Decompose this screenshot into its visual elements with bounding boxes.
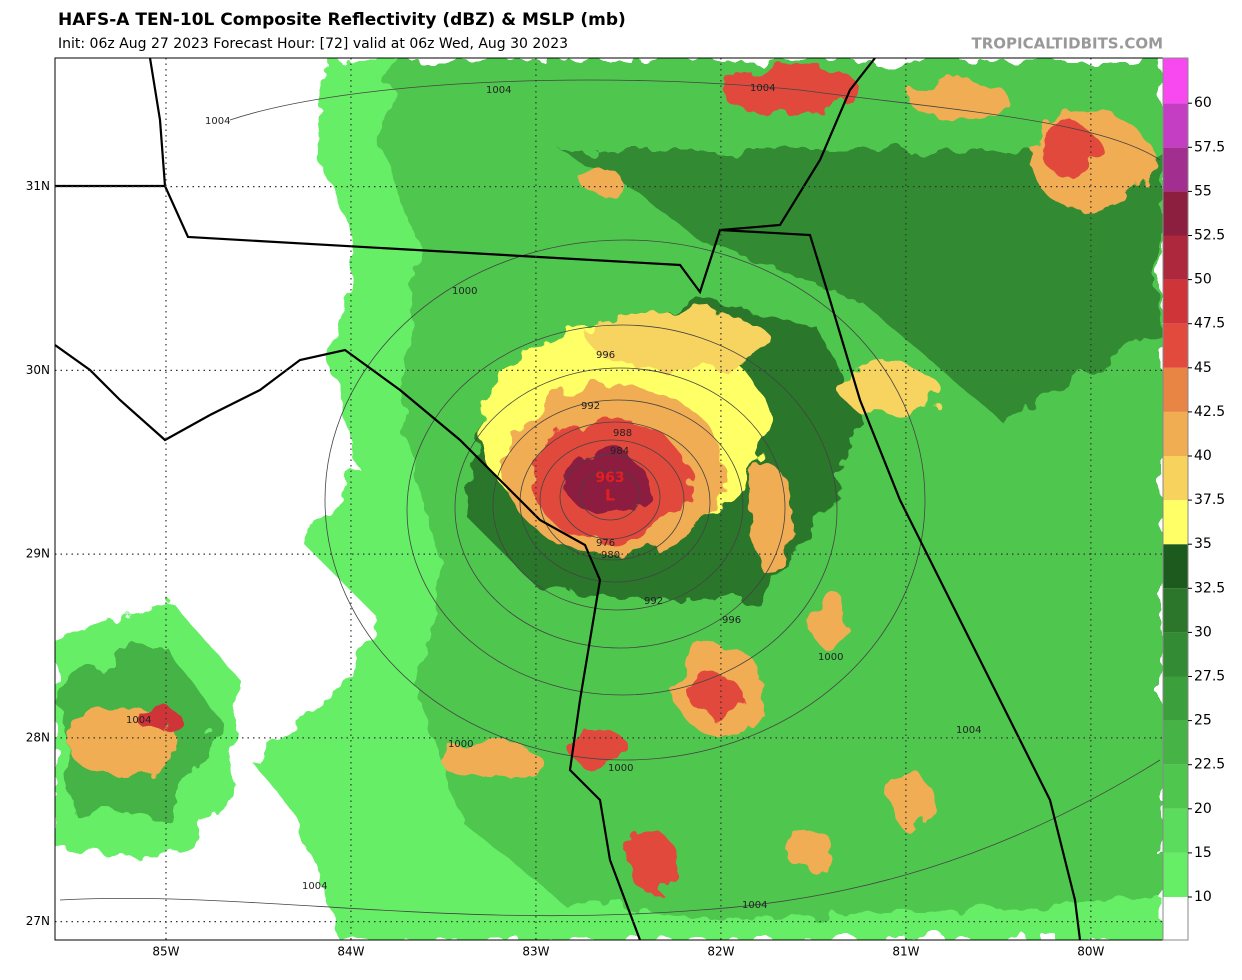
colorbar-label: 60 [1194,95,1212,111]
isobar-label: 976 [596,538,615,549]
isobar-label: 1004 [956,725,981,736]
colorbar-label: 55 [1194,183,1212,199]
graticule [55,58,1163,940]
lat-label: 30N [26,363,50,377]
isobar-label: 996 [596,350,615,361]
colorbar-label: 10 [1194,889,1212,905]
colorbar-segment [1163,808,1188,853]
colorbar-label: 37.5 [1194,492,1225,508]
isobar-label: 996 [722,615,741,626]
colorbar-segment [1163,588,1188,633]
isobar-label: 1004 [126,715,151,726]
colorbar-label: 20 [1194,801,1212,817]
colorbar-label: 27.5 [1194,669,1225,685]
isobar-label: 1000 [608,763,633,774]
isobar-label: 1004 [302,881,327,892]
colorbar-label: 40 [1194,448,1212,464]
colorbar-segment [1163,147,1188,192]
isobar-label: 1004 [750,83,775,94]
colorbar-segment [1163,235,1188,280]
isobar-labels: 1004 1004 1004 1000 996 992 988 984 976 … [126,83,981,911]
lon-label: 85W [152,945,179,959]
isobar-label: 1004 [742,900,767,911]
colorbar-segment [1163,367,1188,412]
colorbar-label: 32.5 [1194,580,1225,596]
colorbar-label: 25 [1194,713,1212,729]
colorbar-label: 45 [1194,360,1212,376]
colorbar-frame [1162,57,1189,941]
map [55,58,1163,940]
source: TROPICALTIDBITS.COM [972,35,1164,53]
isobar-label: 1000 [448,739,473,750]
colorbar-segment [1163,279,1188,324]
colorbar-segment [1163,852,1188,897]
coastline [55,58,1082,940]
lon-label: 81W [892,945,919,959]
colorbar-label: 42.5 [1194,404,1225,420]
lon-label: 80W [1077,945,1104,959]
isobar-label: 984 [610,446,629,457]
colorbar-segment [1163,500,1188,545]
colorbar-label: 57.5 [1194,139,1225,155]
colorbar-segment [1163,676,1188,721]
center-pressure: 963 [595,470,624,486]
isobars [59,79,1161,917]
title: HAFS-A TEN-10L Composite Reflectivity (d… [58,10,626,30]
radar [55,60,1163,940]
colorbar-segment [1163,191,1188,236]
colorbar-segment [1163,411,1188,456]
subtitle: Init: 06z Aug 27 2023 Forecast Hour: [72… [58,36,568,52]
colorbar-segment [1163,323,1188,368]
isobar-label: 988 [613,428,632,439]
colorbar-label: 15 [1194,845,1212,861]
isobar-label: 992 [581,401,600,412]
low-marker: L [605,486,615,505]
colorbar-segment [1163,632,1188,677]
isobar-label: 992 [644,596,663,607]
colorbar-label: 35 [1194,536,1212,552]
colorbar-segment [1163,456,1188,501]
colorbar: 10 15 20 22.5 25 27.5 30 32.5 35 37.5 40 42.5 45 47.5… [1162,57,1225,941]
lat-label: 28N [26,730,50,744]
lon-label: 82W [707,945,734,959]
colorbar-label: 22.5 [1194,757,1225,773]
colorbar-label: 50 [1194,272,1212,288]
colorbar-segment [1163,897,1188,940]
colorbar-segment [1163,544,1188,589]
colorbar-segment [1163,764,1188,809]
lat-label: 27N [26,914,50,928]
colorbar-segment [1163,58,1188,104]
lon-label: 84W [337,945,364,959]
isobar-label: 1004 [486,85,511,96]
colorbar-label: 30 [1194,624,1212,640]
lon-label: 83W [522,945,549,959]
isobar-label: 980 [601,550,620,561]
colorbar-segment [1163,720,1188,765]
colorbar-segment [1163,103,1188,148]
colorbar-label: 52.5 [1194,228,1225,244]
lat-label: 31N [26,179,50,193]
isobar-label: 1004 [205,116,230,127]
lat-label: 29N [26,547,50,561]
isobar-label: 1000 [818,652,843,663]
isobar-label: 1000 [452,286,477,297]
colorbar-label: 47.5 [1194,316,1225,332]
